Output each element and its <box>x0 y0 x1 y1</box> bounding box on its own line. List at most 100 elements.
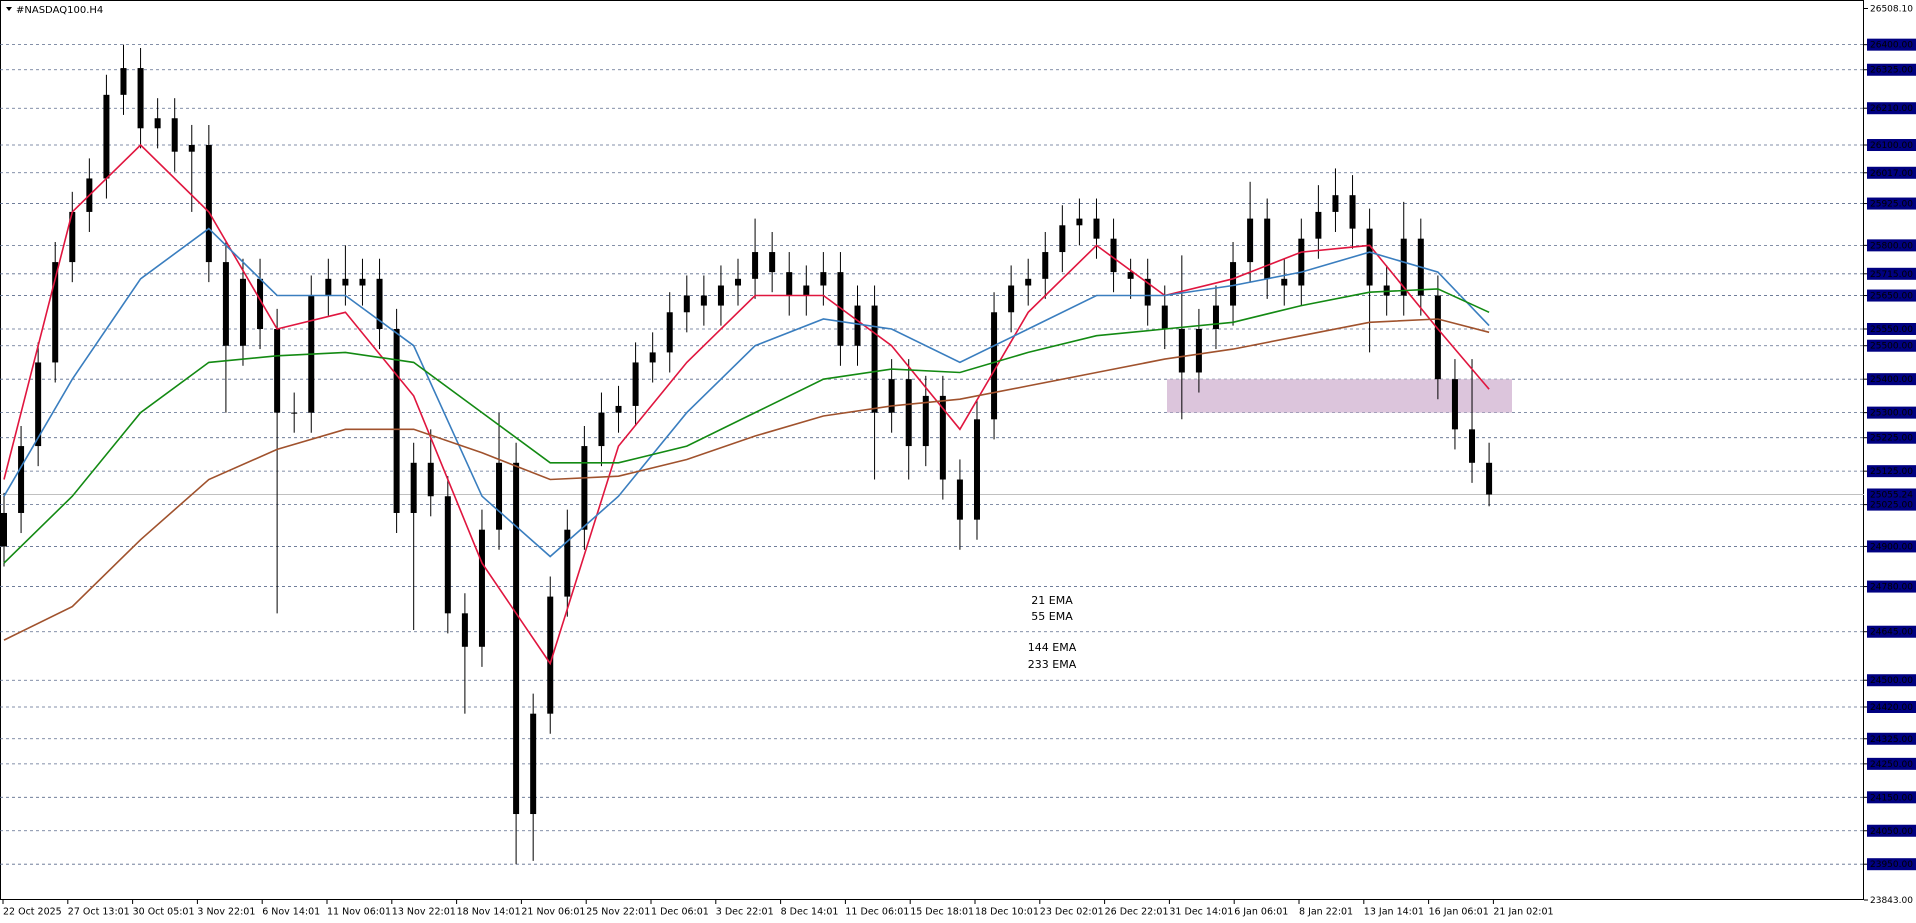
x-tick-label: 22 Oct 2025 <box>3 907 62 918</box>
candle-body <box>1008 285 1015 313</box>
candle-body <box>1230 262 1237 306</box>
candle-body <box>103 94 110 179</box>
candle-body <box>1298 238 1305 286</box>
x-tick-label: 3 Dec 22:01 <box>716 907 774 918</box>
x-tick-label: 27 Oct 13:01 <box>68 907 130 918</box>
last-price-box <box>1867 488 1916 501</box>
candle-body <box>1486 462 1493 495</box>
candle-body <box>820 272 827 286</box>
menu-arrow[interactable] <box>6 7 12 11</box>
y-tick-label: 25225.00 <box>1870 434 1913 444</box>
candle-body <box>1042 252 1049 279</box>
plot-frame <box>0 0 1864 900</box>
y-label-box <box>1867 63 1916 76</box>
candle-body <box>1332 195 1339 212</box>
candle-body <box>786 272 793 296</box>
candle-body <box>581 446 588 530</box>
y-tick-label: 25500.00 <box>1870 342 1913 352</box>
y-label-box <box>1867 102 1916 115</box>
candle-body <box>410 462 417 513</box>
y-label-box <box>1867 322 1916 335</box>
y-label-box <box>1867 166 1916 179</box>
x-tick-label: 6 Jan 06:01 <box>1234 907 1288 918</box>
candle-body <box>649 352 656 363</box>
x-tick-label: 16 Jan 06:01 <box>1429 907 1489 918</box>
candle-body <box>342 278 349 286</box>
candle-body <box>188 145 195 152</box>
y-label-box <box>1867 465 1916 478</box>
candle-body <box>530 713 537 815</box>
y-tick-label: 25400.00 <box>1870 375 1913 385</box>
y-label-box <box>1867 239 1916 252</box>
candle-body <box>1434 295 1441 380</box>
legend-entry: 21 EMA <box>1031 594 1073 607</box>
y-label-box <box>1867 267 1916 280</box>
candle-body <box>717 285 724 306</box>
candle-body <box>1451 379 1458 430</box>
y-label-box <box>1867 289 1916 302</box>
candle-body <box>444 496 451 614</box>
y-label-box <box>1867 858 1916 871</box>
candle-body <box>871 305 878 413</box>
candle-body <box>1264 218 1271 279</box>
y-label-box <box>1867 757 1916 770</box>
y-label-box <box>1867 732 1916 745</box>
x-tick-label: 8 Dec 14:01 <box>781 907 839 918</box>
y-label-box <box>1867 824 1916 837</box>
candle-body <box>35 362 42 447</box>
x-tick-label: 26 Dec 22:01 <box>1105 907 1169 918</box>
candle-body <box>1195 328 1202 373</box>
y-label-box <box>1867 406 1916 419</box>
y-label-box <box>1867 791 1916 804</box>
candle-body <box>69 211 76 263</box>
last-price-label: 25055.24 <box>1870 490 1913 500</box>
x-tick-label: 23 Dec 02:01 <box>1040 907 1104 918</box>
candle-body <box>905 379 912 447</box>
x-tick-label: 11 Nov 06:01 <box>327 907 391 918</box>
candle-body <box>615 405 622 413</box>
candle-body <box>564 529 571 597</box>
zone <box>1167 379 1512 413</box>
y-tick-label: 23950.00 <box>1870 860 1913 870</box>
candle-body <box>1076 218 1083 226</box>
y-label-box <box>1867 700 1916 713</box>
candle-body <box>18 446 25 513</box>
x-tick-label: 13 Jan 14:01 <box>1364 907 1424 918</box>
y-tick-label: 26210.00 <box>1870 104 1913 114</box>
y-tick-label: 26017.00 <box>1870 169 1913 179</box>
legend-entry: 55 EMA <box>1031 610 1073 623</box>
y-tick-label: 25300.00 <box>1870 409 1913 419</box>
candle-body <box>478 529 485 647</box>
candle-body <box>1247 218 1254 263</box>
x-tick-label: 18 Nov 14:01 <box>457 907 521 918</box>
y-tick-label: 25800.00 <box>1870 241 1913 251</box>
ema-line <box>3 288 1490 564</box>
y-label-box <box>1867 580 1916 593</box>
candle-body <box>888 379 895 413</box>
x-tick-label: 3 Nov 22:01 <box>197 907 255 918</box>
candle-body <box>427 462 434 497</box>
candle-body <box>752 252 759 279</box>
ema-line <box>3 143 1490 666</box>
ema-line <box>3 318 1490 641</box>
candle-body <box>1400 238 1407 296</box>
candle-body <box>205 145 212 263</box>
candle-body <box>1093 218 1100 239</box>
candle-body <box>769 252 776 273</box>
x-tick-label: 30 Oct 05:01 <box>133 907 195 918</box>
candle-body <box>239 278 246 346</box>
x-tick-label: 31 Dec 14:01 <box>1169 907 1233 918</box>
y-tick-label: 25125.00 <box>1870 467 1913 477</box>
candle-body <box>171 118 178 152</box>
candle-body <box>1110 238 1117 273</box>
candle-body <box>393 328 400 513</box>
candles <box>1 44 1493 865</box>
legend-entry: 144 EMA <box>1028 641 1077 654</box>
candle-body <box>1469 429 1476 463</box>
candle-body <box>939 395 946 480</box>
y-tick-label: 25925.00 <box>1870 200 1913 210</box>
y-tick-label: 26400.00 <box>1870 41 1913 51</box>
